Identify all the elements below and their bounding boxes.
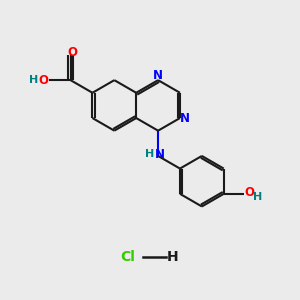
Text: O: O <box>39 74 49 87</box>
Text: H: H <box>145 149 154 160</box>
Text: N: N <box>180 112 190 124</box>
Text: N: N <box>153 69 163 82</box>
Text: H: H <box>167 250 178 264</box>
Text: H: H <box>29 75 38 85</box>
Text: H: H <box>253 192 262 202</box>
Text: N: N <box>154 148 165 161</box>
Text: O: O <box>68 46 78 59</box>
Text: O: O <box>244 186 254 199</box>
Text: Cl: Cl <box>120 250 135 264</box>
